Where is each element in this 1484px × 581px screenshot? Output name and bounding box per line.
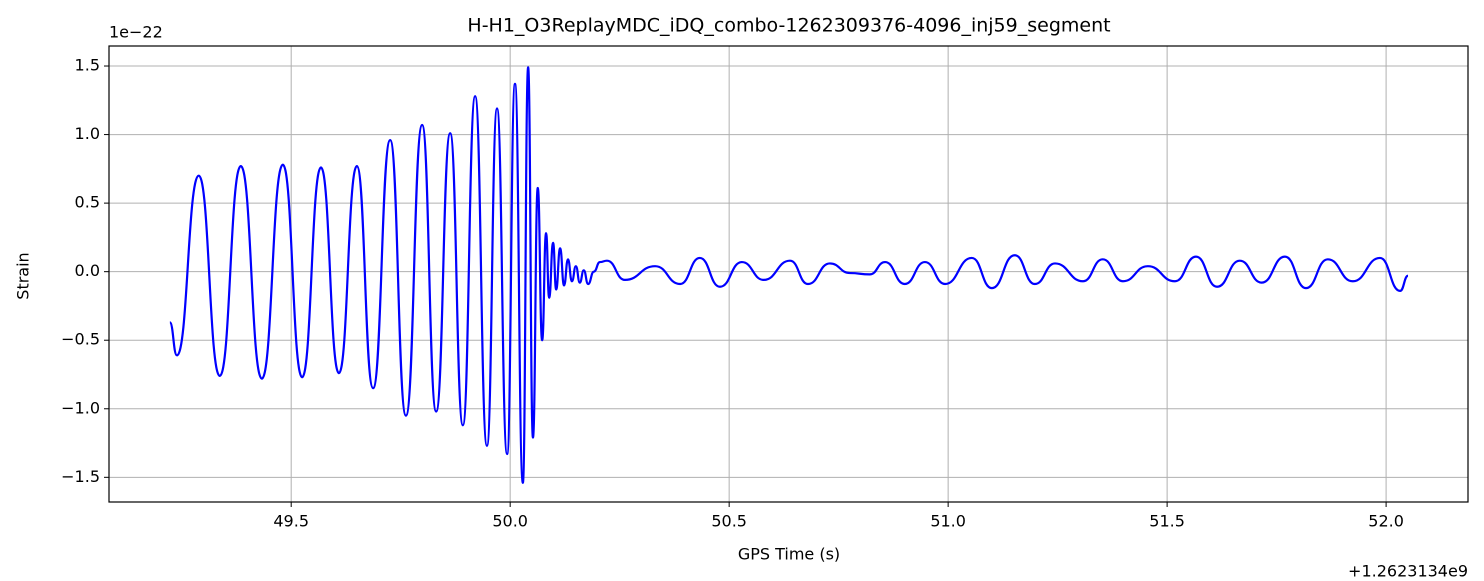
y-offset-label: 1e−22 <box>109 23 163 42</box>
y-tick-label: −1.0 <box>61 398 100 417</box>
line-series <box>168 66 1409 484</box>
y-axis-label: Strain <box>14 252 33 299</box>
x-tick-label: 50.5 <box>711 512 747 531</box>
y-tick-label: 0.5 <box>75 193 100 212</box>
plot-frame <box>108 45 1469 503</box>
x-tick-label: 49.5 <box>273 512 309 531</box>
x-axis-label: GPS Time (s) <box>738 545 840 564</box>
x-tick-label: 50.0 <box>492 512 528 531</box>
x-tick-label: 52.0 <box>1368 512 1404 531</box>
y-tick-label: 1.0 <box>75 124 100 143</box>
x-offset-label: +1.2623134e9 <box>1348 562 1468 581</box>
y-tick-label: −1.5 <box>61 467 100 486</box>
y-tick-label: 1.5 <box>75 56 100 75</box>
x-tick-label: 51.0 <box>930 512 966 531</box>
chart-title: H-H1_O3ReplayMDC_iDQ_combo-1262309376-40… <box>467 15 1110 37</box>
y-tick-label: −0.5 <box>61 330 100 349</box>
y-tick-label: 0.0 <box>75 261 100 280</box>
x-tick-label: 51.5 <box>1149 512 1185 531</box>
